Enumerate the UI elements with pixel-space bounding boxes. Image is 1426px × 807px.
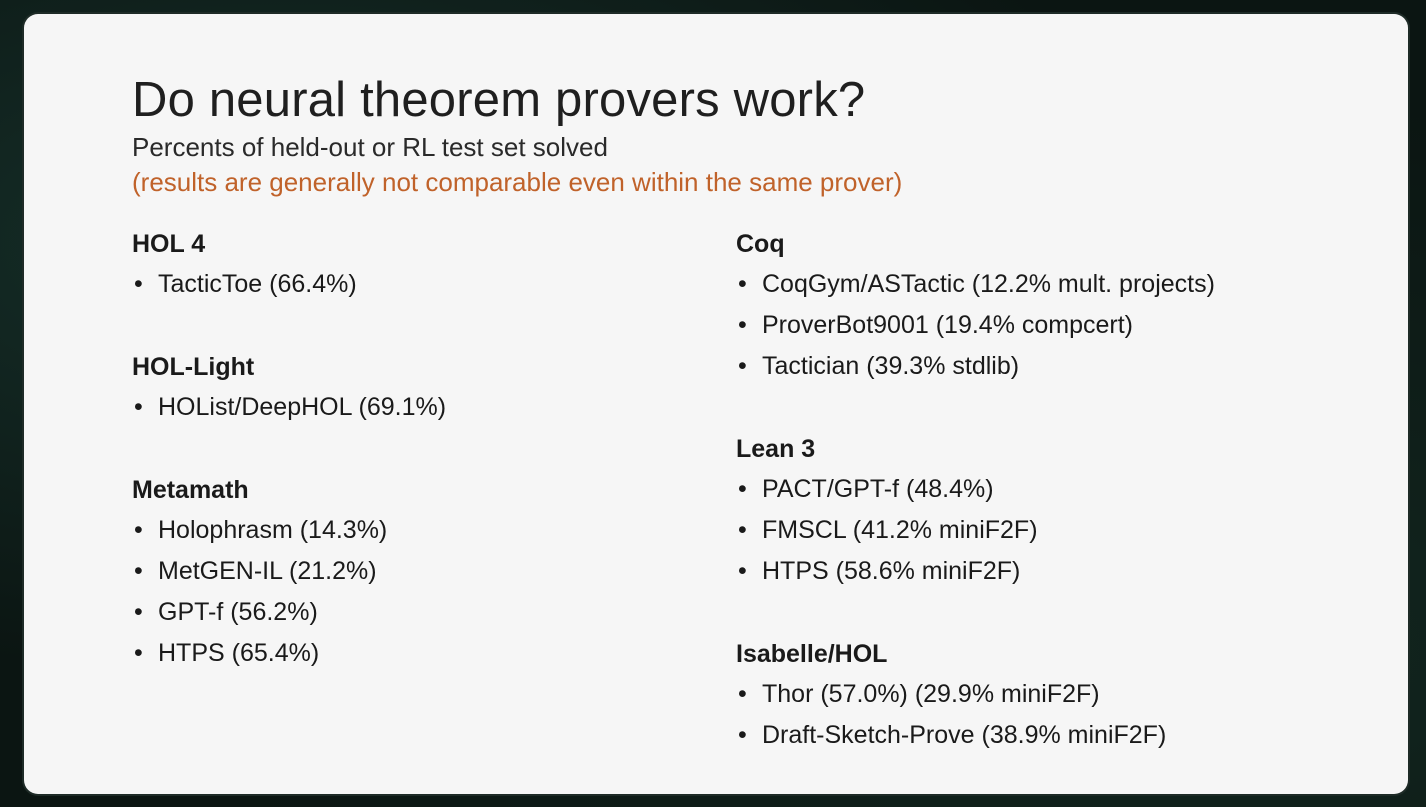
bullet-icon: • (738, 721, 747, 749)
slide-subtitle: Percents of held-out or RL test set solv… (132, 132, 608, 162)
bullet-icon: • (134, 393, 143, 421)
left-column: HOL 4 • TacticToe (66.4%) HOL-Light • HOLi… (132, 224, 446, 716)
list-item: • HTPS (65.4%) (132, 633, 446, 674)
list-item: • Holophrasm (14.3%) (132, 510, 446, 551)
list-item: • CoqGym/ASTactic (12.2% mult. projects) (736, 264, 1215, 305)
group-heading: Coq (736, 230, 785, 258)
bullet-icon: • (738, 270, 747, 298)
prover-group-isabelle: Isabelle/HOL • Thor (57.0%) (29.9% miniF2… (736, 634, 1215, 756)
prover-group-coq: Coq • CoqGym/ASTactic (12.2% mult. projec… (736, 224, 1215, 387)
prover-group-hol4: HOL 4 • TacticToe (66.4%) (132, 224, 446, 305)
group-heading: Isabelle/HOL (736, 640, 888, 668)
slide: Do neural theorem provers work? Percents… (24, 14, 1408, 794)
bullet-icon: • (738, 352, 747, 380)
prover-group-lean3: Lean 3 • PACT/GPT-f (48.4%) • FMSCL (41.2%… (736, 429, 1215, 592)
bullet-icon: • (738, 475, 747, 503)
list-item: • ProverBot9001 (19.4% compcert) (736, 305, 1215, 346)
list-item-label: GPT-f (56.2%) (158, 598, 318, 626)
list-item: • Draft-Sketch-Prove (38.9% miniF2F) (736, 715, 1215, 756)
list-item-label: TacticToe (66.4%) (158, 270, 357, 298)
bullet-icon: • (738, 516, 747, 544)
bullet-icon: • (134, 557, 143, 585)
prover-group-hol-light: HOL-Light • HOList/DeepHOL (69.1%) (132, 347, 446, 428)
bullet-icon: • (134, 639, 143, 667)
list-item-label: Tactician (39.3% stdlib) (762, 352, 1020, 380)
list-item: • MetGEN-IL (21.2%) (132, 551, 446, 592)
list-item-label: Thor (57.0%) (29.9% miniF2F) (762, 680, 1100, 708)
list-item-label: CoqGym/ASTactic (12.2% mult. projects) (762, 270, 1215, 298)
slide-note: (results are generally not comparable ev… (132, 167, 903, 197)
list-item-label: HOList/DeepHOL (69.1%) (158, 393, 447, 421)
bullet-icon: • (738, 680, 747, 708)
list-item-label: Holophrasm (14.3%) (158, 516, 388, 544)
list-item-label: MetGEN-IL (21.2%) (158, 557, 377, 585)
bullet-icon: • (134, 270, 143, 298)
bullet-icon: • (134, 516, 143, 544)
list-item-label: Draft-Sketch-Prove (38.9% miniF2F) (762, 721, 1167, 749)
list-item: • GPT-f (56.2%) (132, 592, 446, 633)
list-item-label: FMSCL (41.2% miniF2F) (762, 516, 1038, 544)
list-item: • HOList/DeepHOL (69.1%) (132, 387, 446, 428)
list-item: • TacticToe (66.4%) (132, 264, 446, 305)
list-item-label: HTPS (58.6% miniF2F) (762, 557, 1021, 585)
bullet-icon: • (134, 598, 143, 626)
slide-title: Do neural theorem provers work? (132, 73, 866, 127)
list-item-label: HTPS (65.4%) (158, 639, 320, 667)
list-item-label: ProverBot9001 (19.4% compcert) (762, 311, 1134, 339)
list-item: • Thor (57.0%) (29.9% miniF2F) (736, 674, 1215, 715)
list-item-label: PACT/GPT-f (48.4%) (762, 475, 994, 503)
group-heading: HOL-Light (132, 353, 255, 381)
bullet-icon: • (738, 557, 747, 585)
prover-group-metamath: Metamath • Holophrasm (14.3%) • MetGEN-IL … (132, 470, 446, 674)
bullet-icon: • (738, 311, 747, 339)
list-item: • PACT/GPT-f (48.4%) (736, 469, 1215, 510)
group-heading: HOL 4 (132, 230, 206, 258)
right-column: Coq • CoqGym/ASTactic (12.2% mult. projec… (736, 224, 1215, 794)
list-item: • FMSCL (41.2% miniF2F) (736, 510, 1215, 551)
list-item: • Tactician (39.3% stdlib) (736, 346, 1215, 387)
group-heading: Lean 3 (736, 435, 816, 463)
list-item: • HTPS (58.6% miniF2F) (736, 551, 1215, 592)
group-heading: Metamath (132, 476, 249, 504)
